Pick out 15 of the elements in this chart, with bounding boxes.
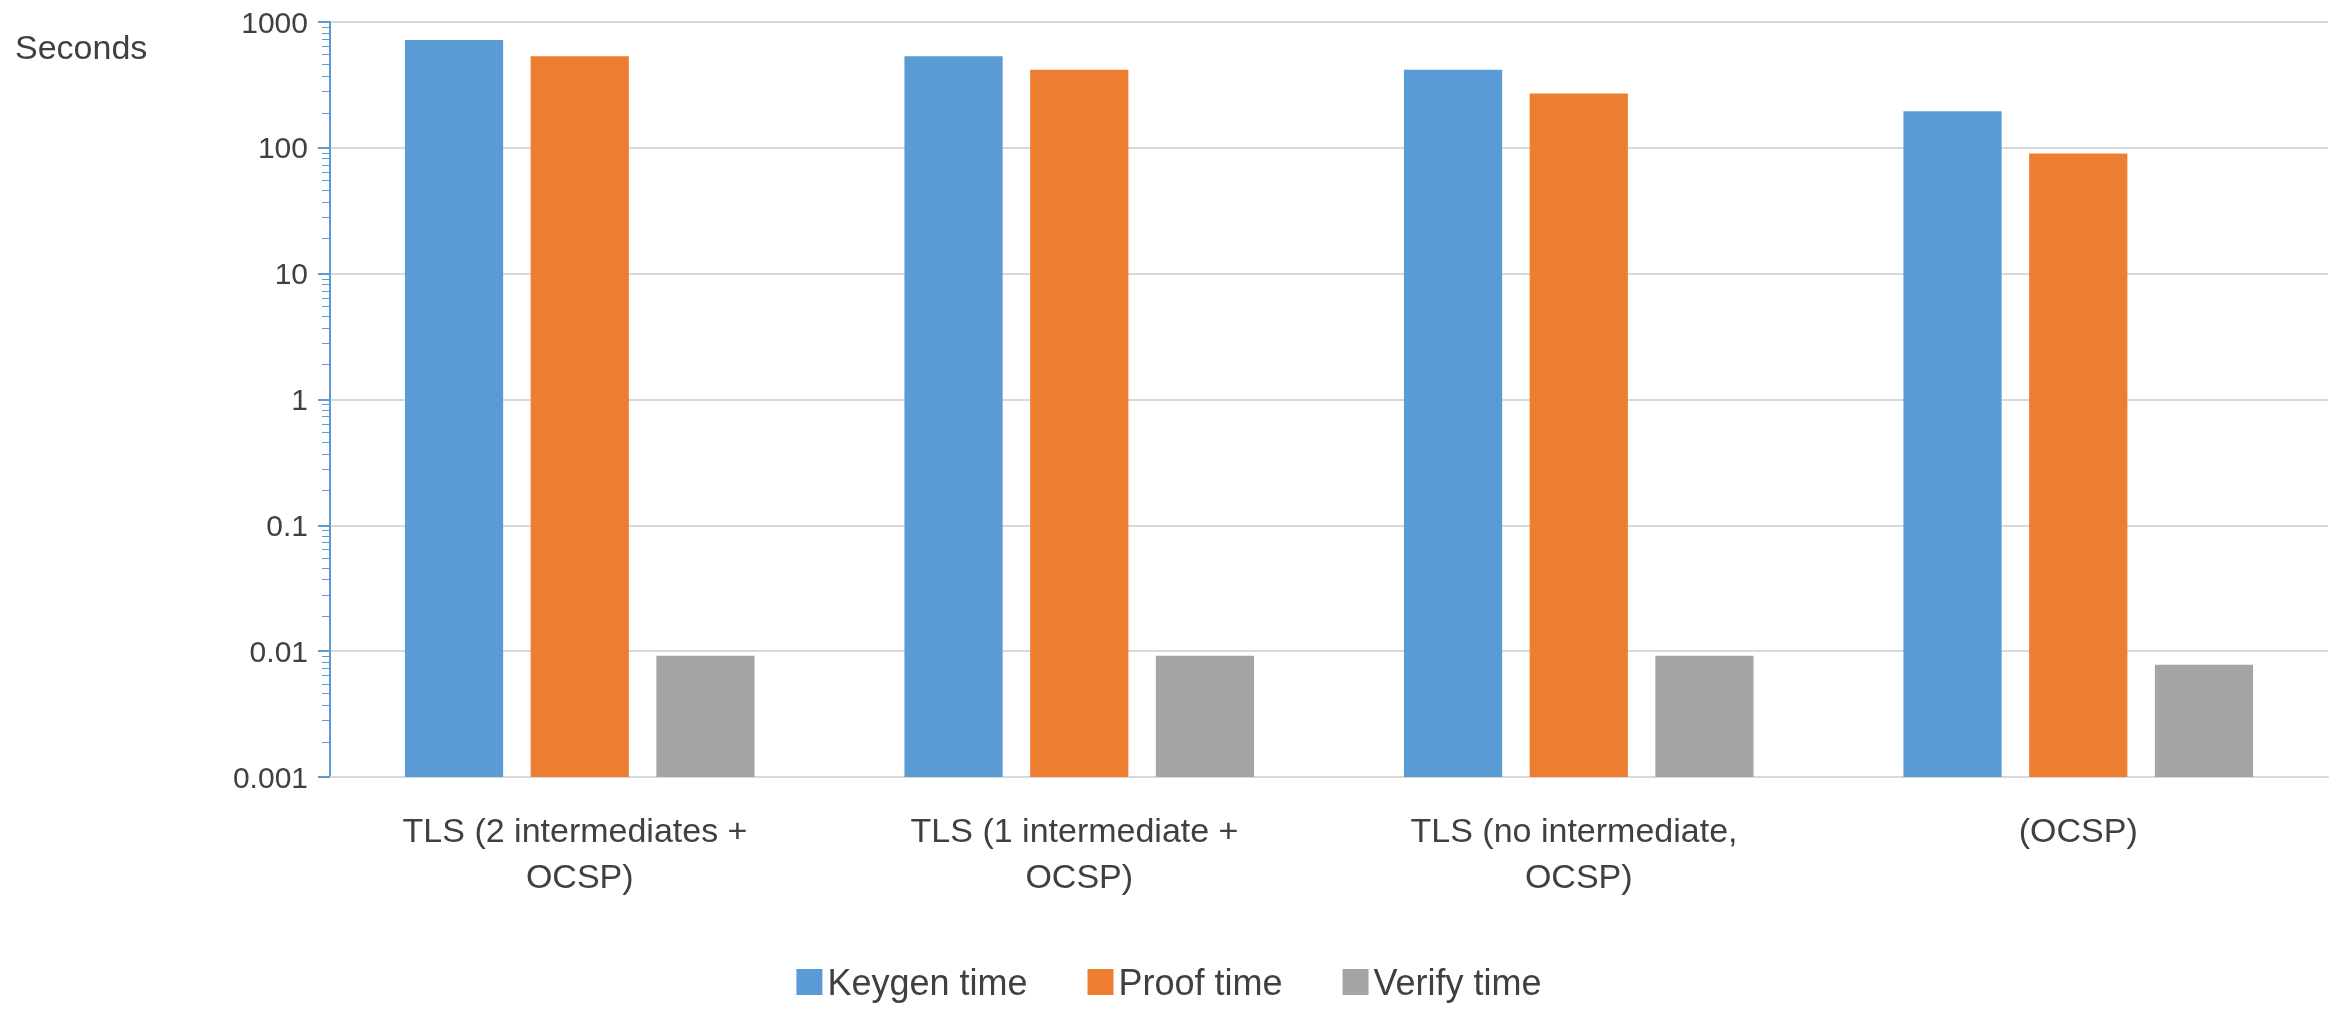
y-tick-label: 1 [291,383,308,416]
y-tick-label: 1000 [241,5,308,39]
x-tick-label: TLS (1 intermediate + OCSP) [910,811,1248,895]
legend-label: Proof time [1118,961,1283,1003]
x-tick-label: (OCSP) [2018,811,2138,849]
legend-label: Verify time [1373,961,1542,1003]
y-tick-label: 0.001 [232,760,308,794]
y-tick-label: 0.1 [266,508,308,542]
x-tick-label: TLS (2 intermediates + OCSP) [402,811,757,895]
y-tick-label: 10 [274,257,308,291]
y-tick-label: 0.01 [249,634,308,668]
legend-label: Keygen time [827,961,1028,1003]
y-axis-title: Seconds [15,28,148,66]
x-tick-label: TLS (no intermediate, OCSP) [1410,811,1747,895]
y-tick-label: 100 [257,131,308,165]
